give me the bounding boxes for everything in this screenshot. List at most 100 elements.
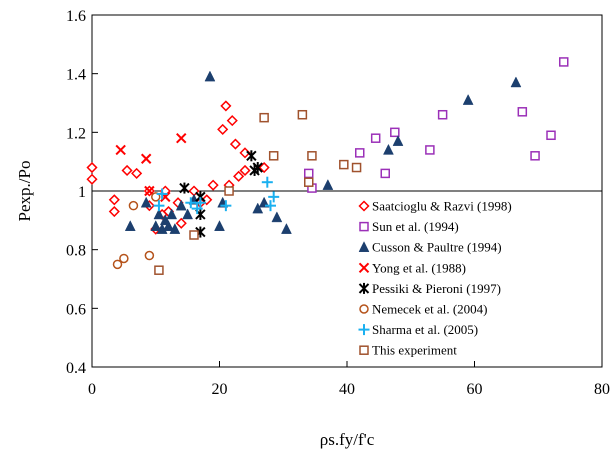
data-point bbox=[259, 112, 269, 123]
data-point bbox=[559, 57, 569, 67]
x-tick-label: 60 bbox=[467, 381, 483, 398]
legend-label: Sun et al. (1994) bbox=[372, 219, 459, 234]
data-point bbox=[268, 151, 279, 161]
data-point bbox=[128, 200, 139, 211]
data-point bbox=[339, 159, 349, 170]
data-point bbox=[112, 259, 123, 270]
legend-label: Yong et al. (1988) bbox=[372, 260, 466, 275]
legend-marker bbox=[358, 324, 370, 336]
data-point bbox=[121, 164, 133, 177]
data-point bbox=[119, 253, 129, 264]
data-point bbox=[182, 208, 194, 220]
data-point bbox=[153, 200, 165, 212]
data-point bbox=[322, 179, 334, 190]
data-point bbox=[140, 196, 152, 208]
data-point bbox=[229, 138, 241, 150]
data-point bbox=[220, 200, 232, 212]
legend-marker bbox=[359, 304, 369, 314]
data-point bbox=[268, 191, 280, 203]
data-point bbox=[169, 223, 181, 234]
y-tick-label: 1 bbox=[78, 184, 86, 201]
data-point bbox=[108, 194, 120, 206]
data-point bbox=[153, 208, 165, 220]
data-point bbox=[239, 164, 251, 177]
legend-label: Cusson & Paultre (1994) bbox=[372, 240, 502, 255]
data-point bbox=[163, 220, 174, 231]
legend-marker bbox=[358, 262, 370, 274]
data-point bbox=[150, 220, 162, 231]
y-tick-label: 0.6 bbox=[66, 301, 86, 318]
data-point bbox=[194, 197, 206, 209]
data-point bbox=[425, 145, 435, 155]
x-tick-label: 40 bbox=[339, 381, 355, 398]
data-point bbox=[252, 202, 264, 214]
data-point bbox=[351, 162, 362, 173]
data-point bbox=[390, 127, 400, 138]
legend-label: This experiment bbox=[372, 343, 457, 358]
data-point bbox=[207, 179, 219, 191]
data-point bbox=[144, 250, 155, 261]
legend-label: Pessiki & Pieroni (1997) bbox=[372, 281, 501, 296]
axis-ticks bbox=[91, 14, 603, 368]
tick-labels: 0 20 40 60 80 0.4 0.6 0.8 1 1.2 1.4 1.6 bbox=[66, 8, 610, 398]
data-point bbox=[115, 144, 126, 156]
data-point bbox=[355, 148, 365, 158]
data-point bbox=[370, 133, 381, 143]
x-axis-label: ρs.fy/f'c bbox=[320, 430, 375, 449]
y-tick-label: 1.2 bbox=[66, 125, 86, 142]
y-axis-label: Pexp./Po bbox=[15, 161, 34, 222]
data-point bbox=[307, 151, 317, 161]
data-point bbox=[261, 176, 273, 188]
data-point bbox=[252, 162, 263, 174]
data-point bbox=[175, 217, 187, 229]
data-point bbox=[380, 168, 390, 179]
data-point bbox=[462, 94, 474, 105]
legend-label: Saatcioglu & Razvi (1998) bbox=[372, 199, 512, 214]
y-tick-label: 1.4 bbox=[66, 67, 86, 84]
data-point bbox=[220, 100, 232, 112]
data-point bbox=[176, 132, 187, 144]
data-point bbox=[265, 200, 276, 212]
data-point bbox=[530, 151, 540, 161]
data-point bbox=[304, 168, 314, 179]
legend-marker bbox=[358, 282, 370, 294]
data-point bbox=[156, 188, 168, 200]
legend-label: Nemecek et al. (2004) bbox=[372, 302, 488, 317]
legend-marker bbox=[359, 221, 369, 232]
data-point bbox=[217, 123, 229, 135]
data-point bbox=[517, 107, 528, 117]
data-point bbox=[140, 153, 152, 164]
data-point bbox=[185, 197, 197, 209]
data-point bbox=[233, 170, 245, 182]
data-point bbox=[510, 76, 522, 88]
data-point bbox=[189, 230, 199, 240]
x-tick-label: 0 bbox=[88, 381, 96, 398]
legend-marker bbox=[358, 241, 370, 252]
legend: Saatcioglu & Razvi (1998) Sun et al. (199… bbox=[358, 199, 512, 358]
data-point bbox=[546, 130, 556, 141]
legend-marker bbox=[358, 200, 370, 212]
data-point bbox=[124, 220, 136, 231]
x-tick-label: 20 bbox=[212, 381, 228, 398]
data-point bbox=[226, 115, 238, 127]
data-point bbox=[437, 109, 448, 120]
data-point bbox=[108, 205, 120, 218]
data-point bbox=[191, 203, 203, 215]
data-point bbox=[86, 161, 98, 174]
data-point bbox=[258, 161, 270, 174]
y-tick-label: 0.8 bbox=[66, 243, 86, 260]
data-points bbox=[86, 57, 569, 275]
legend-label: Sharma et al. (2005) bbox=[372, 322, 478, 337]
data-point bbox=[304, 177, 314, 187]
data-point bbox=[214, 220, 225, 231]
data-point bbox=[131, 167, 143, 179]
data-point bbox=[246, 150, 257, 162]
data-point bbox=[392, 135, 404, 146]
x-tick-label: 80 bbox=[594, 381, 610, 398]
data-point bbox=[297, 109, 308, 120]
data-point bbox=[383, 143, 394, 155]
y-tick-label: 0.4 bbox=[66, 360, 86, 377]
legend-marker bbox=[359, 345, 369, 355]
data-point bbox=[204, 70, 216, 82]
